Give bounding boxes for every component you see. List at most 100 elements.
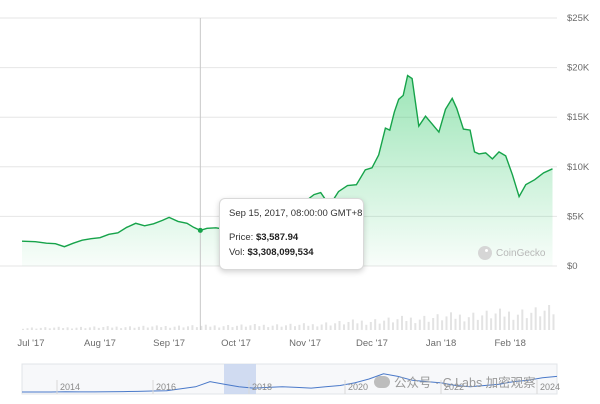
volume-bar	[146, 327, 149, 330]
volume-bar	[124, 327, 127, 330]
volume-bar	[432, 318, 435, 330]
volume-bar	[387, 317, 390, 330]
y-tick-label: $0	[567, 261, 578, 272]
x-tick-label: Sep '17	[153, 338, 185, 349]
volume-bar	[97, 327, 100, 330]
y-tick-label: $5K	[567, 211, 585, 222]
volume-bar	[111, 327, 114, 330]
volume-bar	[258, 326, 261, 330]
y-tick-label: $10K	[567, 162, 590, 173]
volume-bar	[80, 326, 82, 330]
volume-bar	[423, 315, 426, 330]
volume-bar	[409, 317, 412, 330]
y-axis-ticks: $25K $20K $15K $10K $5K $0	[567, 13, 590, 272]
volume-bar	[458, 314, 461, 330]
volume-bar	[378, 323, 381, 330]
volume-bar	[240, 324, 243, 330]
volume-bar	[204, 324, 207, 330]
volume-bar	[164, 326, 167, 330]
volume-bar	[405, 321, 408, 330]
range-navigator[interactable]: 2014 2016 2018 2020 2022 2024	[21, 363, 560, 395]
tooltip-volume-label: Vol:	[229, 247, 245, 258]
source-caption: 公众号 · C Labs 加密观察	[374, 372, 536, 391]
volume-bar	[392, 322, 394, 330]
volume-bar	[276, 324, 279, 330]
volume-bar	[454, 318, 457, 330]
volume-bar	[151, 326, 154, 330]
volume-bar	[289, 323, 292, 330]
volume-bar	[39, 327, 42, 330]
volume-bar	[316, 326, 319, 330]
x-tick-label: Oct '17	[221, 338, 251, 349]
volume-bar	[84, 328, 87, 330]
tooltip-volume-value: $3,308,099,534	[247, 247, 314, 258]
volume-bar	[218, 327, 221, 330]
volume-bar	[467, 317, 470, 330]
volume-bar	[396, 319, 399, 330]
volume-bar	[66, 327, 69, 331]
volume-bar	[525, 318, 528, 330]
watermark-text: CoinGecko	[496, 247, 546, 259]
coingecko-watermark: CoinGecko	[478, 246, 545, 260]
volume-bar	[494, 313, 497, 330]
volume-bar	[418, 319, 421, 330]
volume-bar	[22, 328, 24, 330]
volume-bar	[88, 327, 91, 330]
volume-bar	[338, 321, 341, 330]
volume-bar	[450, 312, 452, 330]
volume-bar	[178, 325, 180, 330]
volume-bar	[485, 310, 488, 330]
volume-bar	[334, 323, 337, 330]
volume-bar	[472, 312, 475, 330]
volume-bar	[401, 315, 403, 330]
navigator-selection[interactable]	[224, 364, 256, 394]
volume-bar	[213, 325, 216, 330]
wechat-icon	[374, 375, 390, 388]
volume-bar	[302, 323, 305, 330]
volume-bar	[311, 324, 314, 330]
volume-bar	[48, 328, 51, 330]
volume-bar	[102, 327, 105, 330]
volume-bar	[137, 326, 140, 330]
volume-bar	[155, 325, 158, 330]
volume-bars	[22, 305, 555, 331]
volume-bar	[195, 327, 198, 330]
volume-bar	[343, 324, 345, 330]
volume-bar	[503, 316, 506, 330]
volume-bar	[262, 324, 265, 330]
volume-bar	[133, 327, 136, 330]
x-tick-label: Aug '17	[84, 338, 116, 349]
volume-bar	[476, 319, 479, 330]
volume-bar	[552, 314, 555, 330]
navigator-year-label: 2014	[60, 382, 80, 392]
volume-bar	[445, 316, 448, 330]
volume-bar	[209, 326, 212, 330]
volume-bar	[267, 327, 270, 330]
volume-bar	[249, 325, 252, 330]
volume-bar	[427, 321, 430, 330]
volume-bar	[44, 327, 47, 330]
volume-bar	[236, 325, 238, 330]
volume-bar	[200, 325, 203, 330]
volume-bar	[298, 324, 301, 330]
volume-bar	[129, 326, 131, 330]
y-tick-label: $15K	[567, 112, 590, 123]
volume-bar	[414, 323, 417, 330]
volume-bar	[187, 326, 189, 330]
volume-bar	[383, 320, 386, 330]
x-tick-label: Jan '18	[426, 338, 456, 349]
volume-bar	[365, 324, 368, 331]
volume-bar	[285, 325, 287, 330]
tooltip-volume-row: Vol: $3,308,099,534	[229, 247, 363, 258]
volume-bar	[227, 325, 230, 330]
volume-bar	[142, 325, 145, 330]
volume-bar	[115, 326, 118, 330]
volume-bar	[271, 325, 274, 330]
volume-bar	[26, 328, 29, 330]
volume-bar	[325, 322, 328, 330]
x-tick-label: Dec '17	[356, 338, 388, 349]
volume-bar	[106, 326, 109, 330]
volume-bar	[160, 327, 163, 330]
y-tick-label: $25K	[567, 13, 590, 24]
